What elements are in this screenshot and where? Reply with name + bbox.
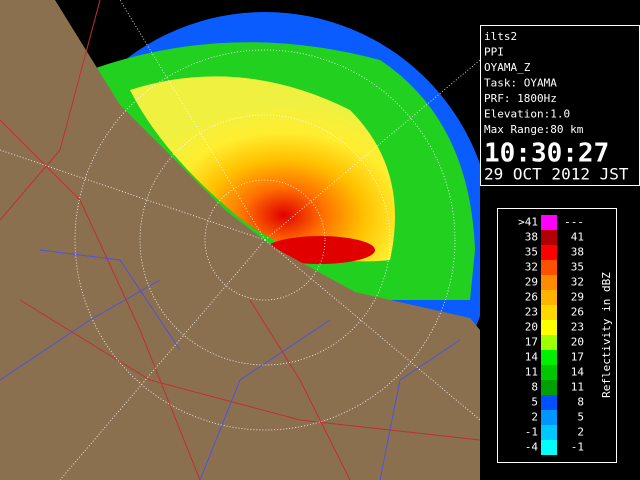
date: 29 OCT 2012 JST: [484, 165, 629, 184]
legend-high-label: 11: [571, 381, 584, 394]
legend-low-label: 23: [525, 306, 538, 319]
legend-low-label: 32: [525, 261, 538, 274]
legend-high-label: 29: [571, 291, 584, 304]
legend: >41 --- 38 41 35 38 32 35 29 32 26 29 23 26 20 23 17 20 14…: [518, 215, 584, 455]
legend-swatch: [541, 410, 557, 425]
info-line: ilts2: [484, 30, 517, 43]
legend-low-label: >41: [518, 216, 538, 229]
legend-low-label: 2: [531, 411, 538, 424]
echo-core: [265, 236, 375, 264]
legend-swatch: [541, 320, 557, 335]
legend-high-label: -1: [571, 441, 584, 454]
legend-high-label: 38: [571, 246, 584, 259]
legend-swatch: [541, 245, 557, 260]
info-panel: [480, 25, 640, 186]
legend-high-label: 41: [571, 231, 584, 244]
legend-high-label: 35: [571, 261, 584, 274]
legend-swatch: [541, 290, 557, 305]
legend-swatch: [541, 215, 557, 230]
legend-high-label: 14: [571, 366, 585, 379]
rivers: [0, 249, 461, 480]
info-line: OYAMA_Z: [484, 61, 531, 74]
legend-swatch: [541, 365, 557, 380]
legend-low-label: 26: [525, 291, 538, 304]
legend-low-label: 29: [525, 276, 538, 289]
legend-swatch: [541, 425, 557, 440]
boundaries: [0, 0, 480, 480]
info-line: Elevation:1.0: [484, 108, 570, 121]
legend-low-label: 8: [531, 381, 538, 394]
radar-map: [0, 0, 480, 480]
legend-low-label: -4: [525, 441, 539, 454]
legend-title: Reflectivity in dBZ: [600, 272, 613, 398]
legend-high-label: 5: [577, 411, 584, 424]
legend-low-label: -1: [525, 426, 538, 439]
legend-swatch: [541, 260, 557, 275]
legend-swatch: [541, 440, 557, 455]
legend-low-label: 11: [525, 366, 538, 379]
info-line: Task: OYAMA: [484, 77, 557, 90]
info-line: PRF: 1800Hz: [484, 92, 557, 105]
legend-high-label: 23: [571, 321, 584, 334]
legend-high-label: 32: [571, 276, 584, 289]
legend-low-label: 38: [525, 231, 538, 244]
info-line: Max Range:80 km: [484, 123, 584, 136]
legend-swatch: [541, 380, 557, 395]
legend-high-label: 8: [577, 396, 584, 409]
legend-high-label: 2: [577, 426, 584, 439]
legend-high-label: ---: [564, 216, 584, 229]
legend-low-label: 20: [525, 321, 538, 334]
legend-high-label: 26: [571, 306, 584, 319]
legend-low-label: 14: [525, 351, 539, 364]
legend-high-label: 17: [571, 351, 584, 364]
legend-high-label: 20: [571, 336, 584, 349]
legend-swatch: [541, 275, 557, 290]
land: [0, 0, 480, 480]
legend-swatch: [541, 335, 557, 350]
info-text: ilts2 PPI OYAMA_Z Task: OYAMA PRF: 1800Hz Ele…: [484, 30, 584, 136]
range-rings: [0, 0, 480, 480]
legend-low-label: 5: [531, 396, 538, 409]
legend-low-label: 17: [525, 336, 538, 349]
echo-strong: [130, 76, 395, 262]
time: 10:30:27: [484, 139, 609, 169]
info-line: PPI: [484, 46, 504, 59]
legend-swatch: [541, 395, 557, 410]
legend-swatch: [541, 230, 557, 245]
legend-swatch: [541, 305, 557, 320]
legend-low-label: 35: [525, 246, 538, 259]
legend-swatch: [541, 350, 557, 365]
